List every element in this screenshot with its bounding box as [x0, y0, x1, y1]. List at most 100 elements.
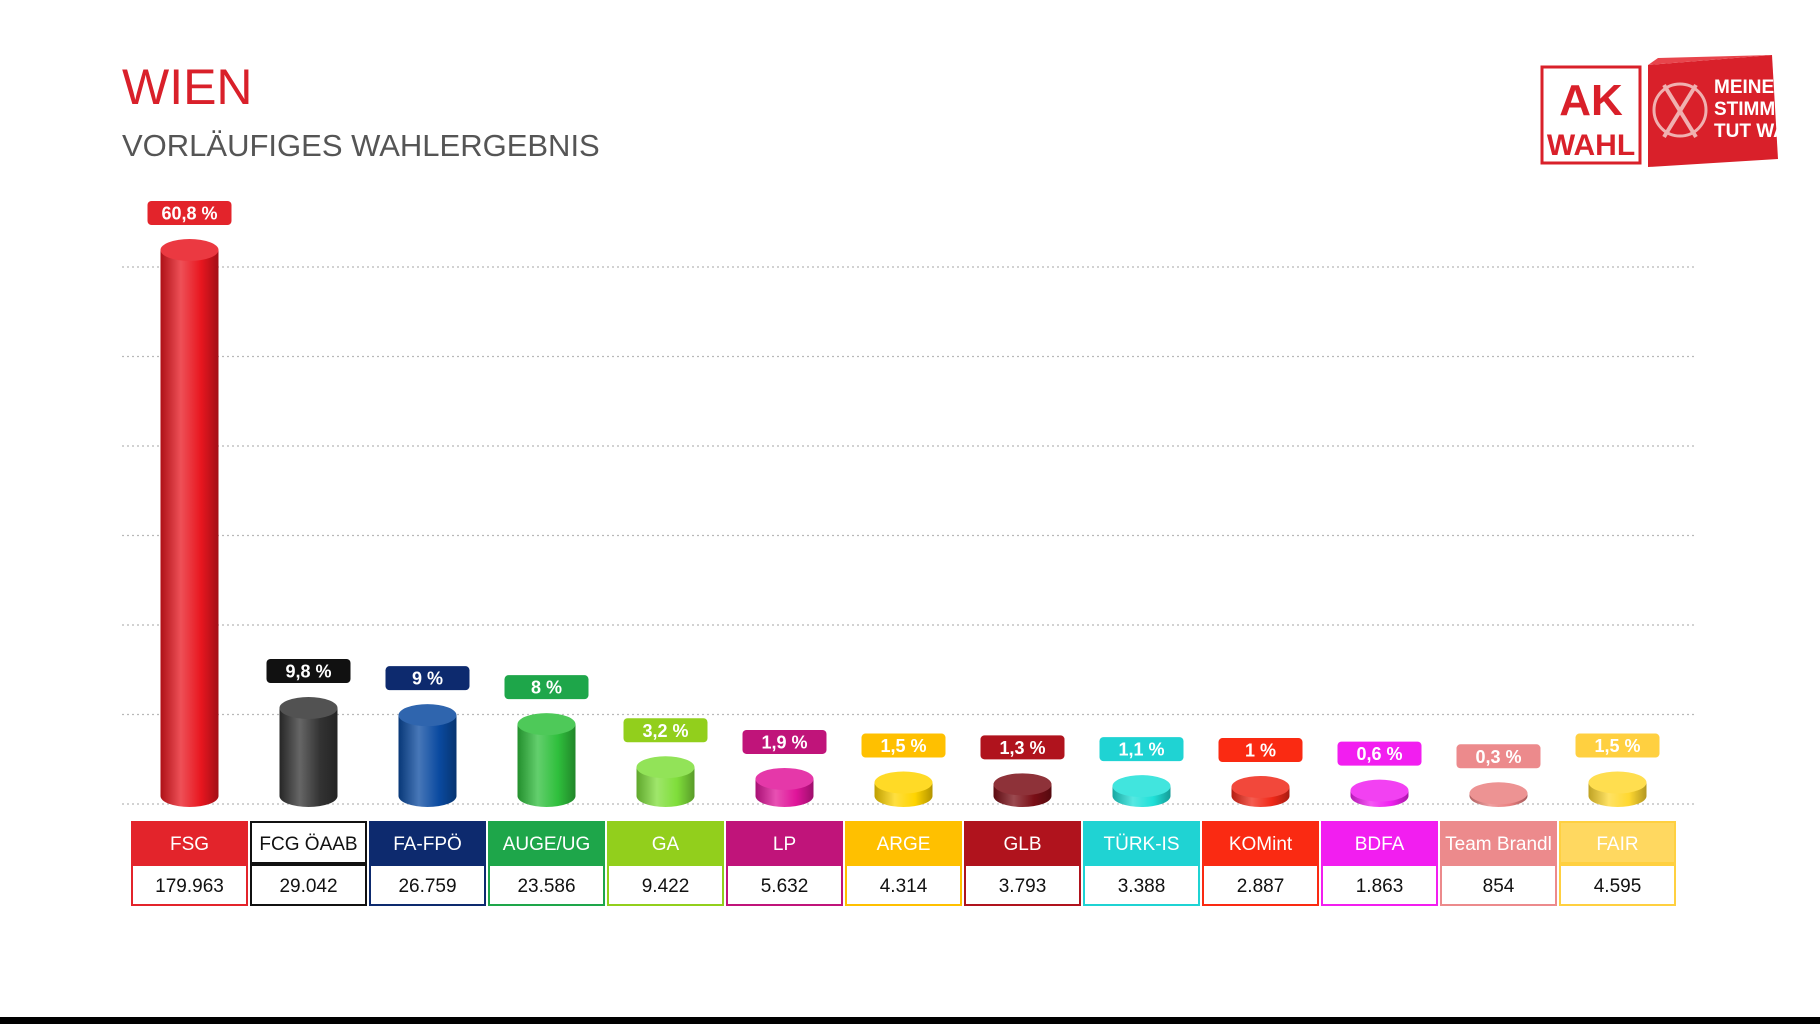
bottom-border [0, 1017, 1820, 1024]
percent-label-text: 3,2 % [642, 721, 688, 741]
votes-cell [131, 864, 248, 906]
table-column: TÜRK-IS 3.388 [1083, 821, 1200, 906]
votes-text: 2.887 [1237, 876, 1285, 897]
bar-top [1231, 776, 1290, 799]
percent-label: 1,3 % [980, 735, 1065, 760]
votes-text: 29.042 [279, 876, 337, 897]
bar-team-brandl [1469, 782, 1528, 808]
votes-text: 9.422 [642, 876, 690, 897]
percent-labels: 60,8 % 9,8 % 9 % 8 % 3,2 % 1,9 % 1,5 % 1,3 % 1,1… [147, 201, 1660, 769]
table-column: LP 5.632 [726, 821, 843, 906]
percent-label: 9 % [385, 666, 470, 691]
percent-label-text: 60,8 % [161, 204, 217, 224]
bar-top [1112, 775, 1171, 798]
bar-komint [1231, 776, 1290, 808]
percent-label-bg [742, 729, 827, 754]
bar-türk-is [1112, 775, 1171, 808]
votes-cell [1321, 864, 1438, 906]
party-name-text: ARGE [877, 834, 931, 855]
bar-arge [874, 771, 933, 807]
percent-label-bg [1456, 744, 1541, 769]
percent-label-bg [147, 201, 232, 225]
percent-label-bg [861, 733, 946, 758]
ak-wahl-logo: AK WAHL MEINE STIMME TUT WAS. [1540, 55, 1780, 167]
percent-label: 8 % [504, 675, 589, 700]
percent-label-bg [1575, 733, 1660, 758]
bar-top [755, 767, 814, 790]
votes-text: 3.388 [1118, 876, 1166, 897]
percent-label: 9,8 % [266, 658, 351, 683]
page-title: WIEN [122, 59, 253, 115]
percent-label-text: 8 % [531, 678, 562, 698]
party-name-cell [726, 821, 843, 864]
table-column: KOMint 2.887 [1202, 821, 1319, 906]
bar-fa-fpö [398, 704, 457, 808]
party-name-text: FA-FPÖ [393, 834, 462, 855]
page-subtitle: VORLÄUFIGES WAHLERGEBNIS [122, 128, 600, 163]
logo-slogan-1: MEINE [1714, 77, 1774, 98]
table-column: BDFA 1.863 [1321, 821, 1438, 906]
party-name-cell [1559, 821, 1676, 864]
votes-cell [845, 864, 962, 906]
bar-top [279, 696, 338, 719]
bar-fair [1588, 771, 1647, 808]
bar-lp [755, 767, 814, 808]
percent-label-text: 1,5 % [1594, 736, 1640, 756]
percent-label-text: 1,3 % [999, 738, 1045, 758]
logo-slogan-3: TUT WAS. [1714, 121, 1780, 142]
percent-label: 3,2 % [623, 718, 708, 743]
bars [160, 239, 1647, 808]
percent-label-text: 1,9 % [761, 732, 807, 752]
percent-label-text: 0,3 % [1475, 747, 1521, 767]
percent-label-text: 0,6 % [1356, 744, 1402, 764]
party-name-text: BDFA [1355, 834, 1405, 855]
percent-label-bg [1099, 737, 1184, 762]
bar-body [636, 767, 695, 808]
party-name-text: LP [773, 834, 796, 855]
bar-fsg [160, 239, 219, 808]
bar-top [636, 756, 695, 779]
party-name-cell [369, 821, 486, 864]
bar-top [993, 773, 1052, 796]
party-name-text: FSG [170, 834, 209, 855]
votes-text: 26.759 [398, 876, 456, 897]
votes-text: 3.793 [999, 876, 1047, 897]
logo-slogan-2: STIMME [1714, 99, 1780, 120]
bar-top [874, 771, 933, 794]
bar-bdfa [1350, 779, 1409, 808]
percent-label: 1,5 % [1575, 733, 1660, 758]
votes-text: 5.632 [761, 876, 809, 897]
party-name-cell [1321, 821, 1438, 864]
bar-auge-ug [517, 713, 576, 808]
percent-label: 0,3 % [1456, 744, 1541, 769]
party-name-cell [964, 821, 1081, 864]
percent-label-bg [623, 718, 708, 743]
party-name-cell [1202, 821, 1319, 864]
percent-label-text: 1 % [1245, 741, 1276, 761]
party-name-text: TÜRK-IS [1104, 834, 1180, 855]
party-name-text: FCG ÖAAB [259, 834, 357, 855]
bar-body [517, 724, 576, 808]
percent-label: 60,8 % [147, 201, 232, 225]
votes-cell [607, 864, 724, 906]
party-name-text: FAIR [1596, 834, 1638, 855]
votes-cell [726, 864, 843, 906]
table-column: AUGE/UG 23.586 [488, 821, 605, 906]
party-name-text: GA [652, 834, 680, 855]
table-column: FAIR 4.595 [1559, 821, 1676, 906]
bar-body [160, 250, 219, 808]
percent-label: 1,5 % [861, 733, 946, 758]
percent-label-bg [385, 666, 470, 691]
percent-label-bg [1218, 738, 1303, 763]
votes-cell [1440, 864, 1557, 906]
percent-label-bg [980, 735, 1065, 760]
party-name-cell [845, 821, 962, 864]
votes-text: 23.586 [517, 876, 575, 897]
percent-label: 1 % [1218, 738, 1303, 763]
percent-label-bg [504, 675, 589, 700]
table-column: FCG ÖAAB 29.042 [250, 821, 367, 906]
percent-label: 0,6 % [1337, 741, 1422, 766]
party-name-cell [250, 821, 367, 864]
votes-cell [250, 864, 367, 906]
